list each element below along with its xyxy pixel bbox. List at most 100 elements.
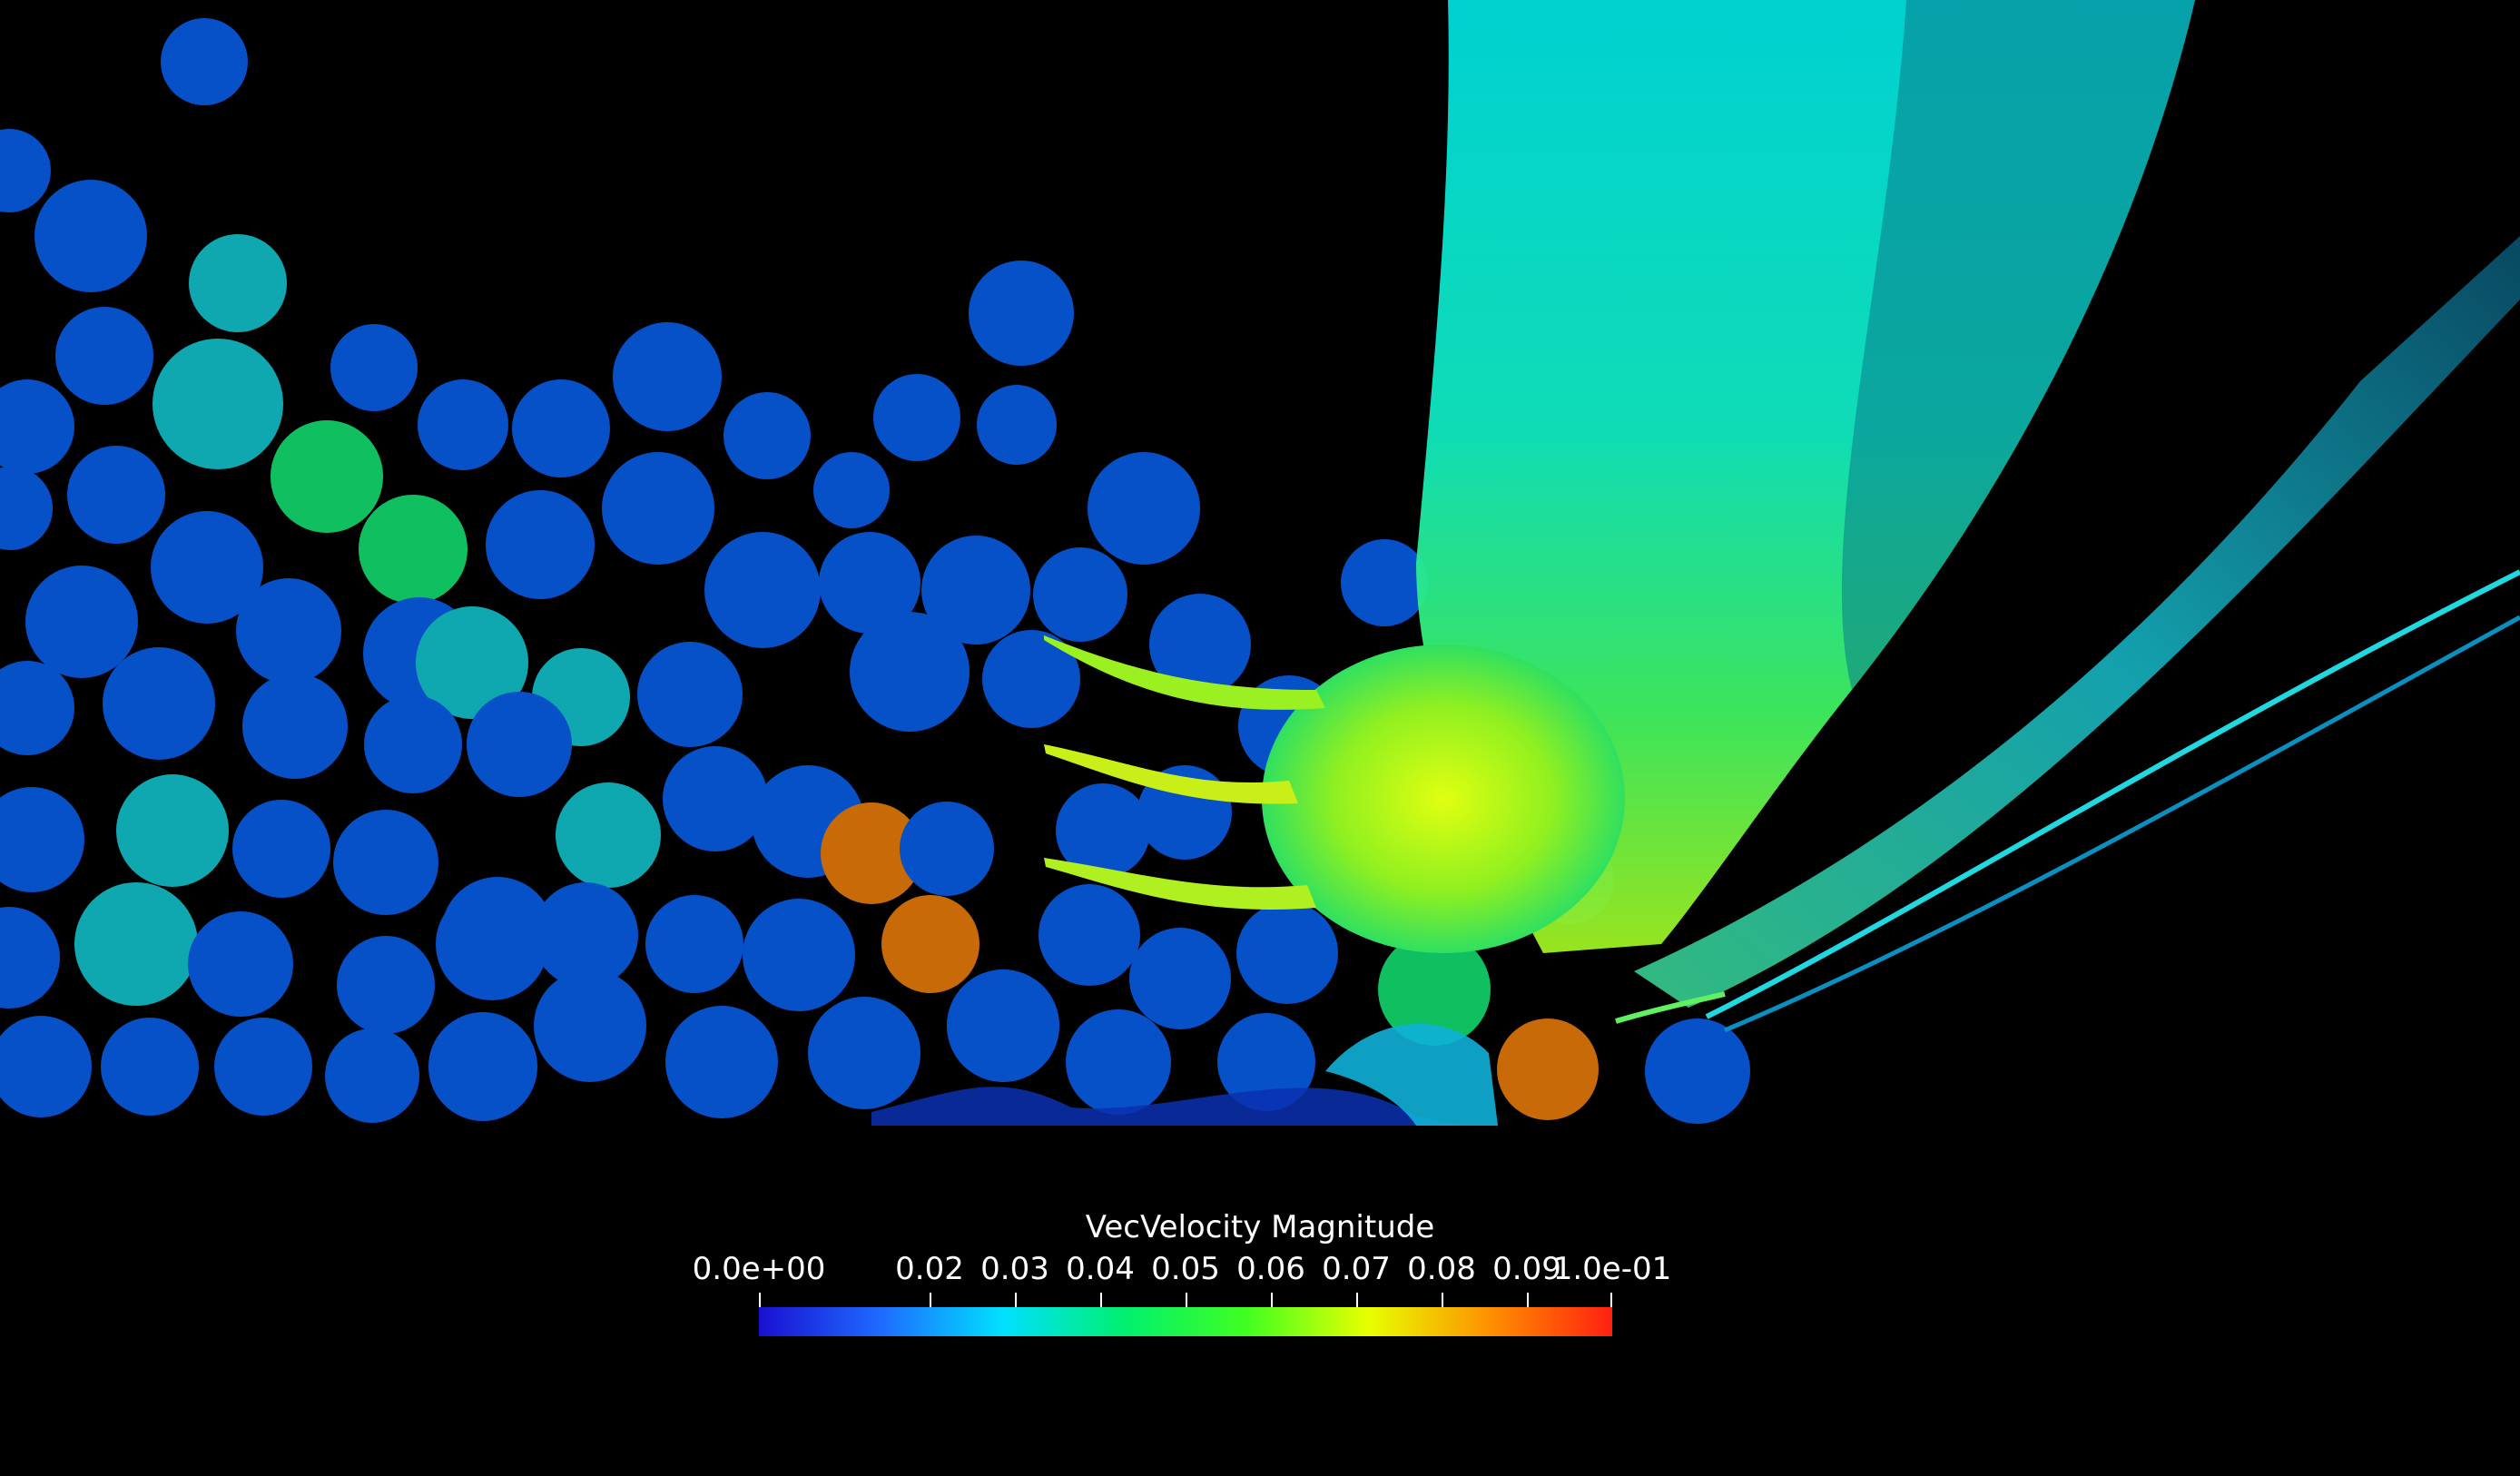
particle xyxy=(0,907,60,1009)
particle xyxy=(333,810,438,915)
particle xyxy=(1088,452,1200,565)
particle xyxy=(1341,539,1428,626)
particle xyxy=(428,1012,537,1121)
colorbar-tick-mark xyxy=(1100,1293,1102,1307)
particle xyxy=(813,452,890,528)
colorbar-title: VecVelocity Magnitude xyxy=(1085,1209,1435,1245)
particle xyxy=(103,647,215,760)
particle xyxy=(663,746,768,851)
particle xyxy=(533,882,638,988)
particle xyxy=(151,511,263,624)
particle xyxy=(188,911,293,1017)
particle xyxy=(819,532,920,634)
particle xyxy=(467,692,572,797)
particle xyxy=(116,774,229,887)
colorbar-tick-mark xyxy=(1610,1293,1612,1307)
particle xyxy=(556,782,661,888)
colorbar-tick-mark xyxy=(930,1293,931,1307)
particle xyxy=(0,787,84,892)
particle xyxy=(101,1018,199,1116)
particle xyxy=(1378,933,1491,1046)
particle xyxy=(359,495,468,604)
particle xyxy=(161,18,248,105)
colorbar-tick-mark xyxy=(1356,1293,1358,1307)
streamline-thin-2 xyxy=(1724,615,2520,1033)
particle xyxy=(418,379,508,470)
particle xyxy=(637,642,743,747)
colorbar-tick-mark xyxy=(1442,1293,1443,1307)
particle xyxy=(1066,1009,1171,1115)
particle xyxy=(330,324,418,411)
jet-finger-1 xyxy=(1044,635,1325,710)
particle xyxy=(602,452,714,565)
particle xyxy=(0,129,51,212)
particle xyxy=(189,234,287,332)
jet-finger-3 xyxy=(1044,858,1316,910)
particle xyxy=(921,536,1030,645)
particle xyxy=(821,802,922,904)
particle xyxy=(0,1016,92,1117)
particle xyxy=(0,467,53,550)
particle xyxy=(1149,594,1251,695)
colorbar-tick-label: 0.02 xyxy=(895,1251,964,1287)
colorbar-tick-label: 0.07 xyxy=(1322,1251,1391,1287)
particle xyxy=(977,385,1057,465)
colorbar-tick-label: 0.09 xyxy=(1492,1251,1561,1287)
particle xyxy=(881,895,979,993)
particle xyxy=(0,661,74,755)
particle-field-front xyxy=(1497,1018,1599,1120)
particle xyxy=(808,997,920,1109)
plume-streak-dark xyxy=(1841,0,2195,690)
particle xyxy=(325,1028,419,1123)
particle xyxy=(900,802,994,896)
particle xyxy=(512,379,610,477)
particle xyxy=(982,630,1080,728)
particle xyxy=(416,606,528,719)
particle xyxy=(74,882,198,1006)
particle xyxy=(1039,884,1140,986)
particle xyxy=(34,180,147,292)
particle xyxy=(67,446,165,544)
particle xyxy=(364,695,462,793)
bottom-wake xyxy=(871,1087,1462,1126)
jet-core xyxy=(1262,645,1625,953)
jet-finger-2 xyxy=(1044,744,1298,804)
particle xyxy=(236,578,341,684)
colorbar-min-label: 0.0e+00 xyxy=(692,1251,826,1287)
particle xyxy=(0,379,74,474)
particle xyxy=(436,888,548,1000)
particle xyxy=(1236,902,1338,1004)
colorbar-tick-mark xyxy=(1271,1293,1273,1307)
colorbar-tick-mark xyxy=(1186,1293,1187,1307)
particle xyxy=(704,532,821,648)
particle xyxy=(969,261,1074,366)
colorbar-max-label: 1.0e-01 xyxy=(1552,1251,1672,1287)
colorbar-tick-label: 0.08 xyxy=(1407,1251,1476,1287)
particle-field xyxy=(0,18,1750,1124)
streamline-fan-right xyxy=(1634,236,2520,1008)
particle xyxy=(25,566,138,678)
particle xyxy=(232,800,330,898)
particle xyxy=(486,490,595,599)
particle xyxy=(947,969,1059,1082)
particle xyxy=(337,936,435,1034)
particle xyxy=(1129,928,1231,1029)
particle xyxy=(1497,1018,1599,1120)
particle xyxy=(873,374,960,461)
particle xyxy=(665,1006,778,1118)
colorbar-tick-label: 0.03 xyxy=(980,1251,1049,1287)
colorbar-tick-mark xyxy=(1527,1293,1529,1307)
particle xyxy=(1056,783,1150,878)
particle xyxy=(613,322,722,431)
colorbar-tick-label: 0.06 xyxy=(1236,1251,1305,1287)
colorbar-tick-label: 0.05 xyxy=(1151,1251,1220,1287)
particle xyxy=(850,612,970,732)
particle xyxy=(724,392,811,479)
colorbar-tick-mark xyxy=(1015,1293,1017,1307)
particle xyxy=(271,420,383,533)
particle xyxy=(242,674,348,779)
streamline-thin-1 xyxy=(1705,569,2520,1019)
particle xyxy=(743,899,855,1011)
particle xyxy=(1645,1018,1750,1124)
